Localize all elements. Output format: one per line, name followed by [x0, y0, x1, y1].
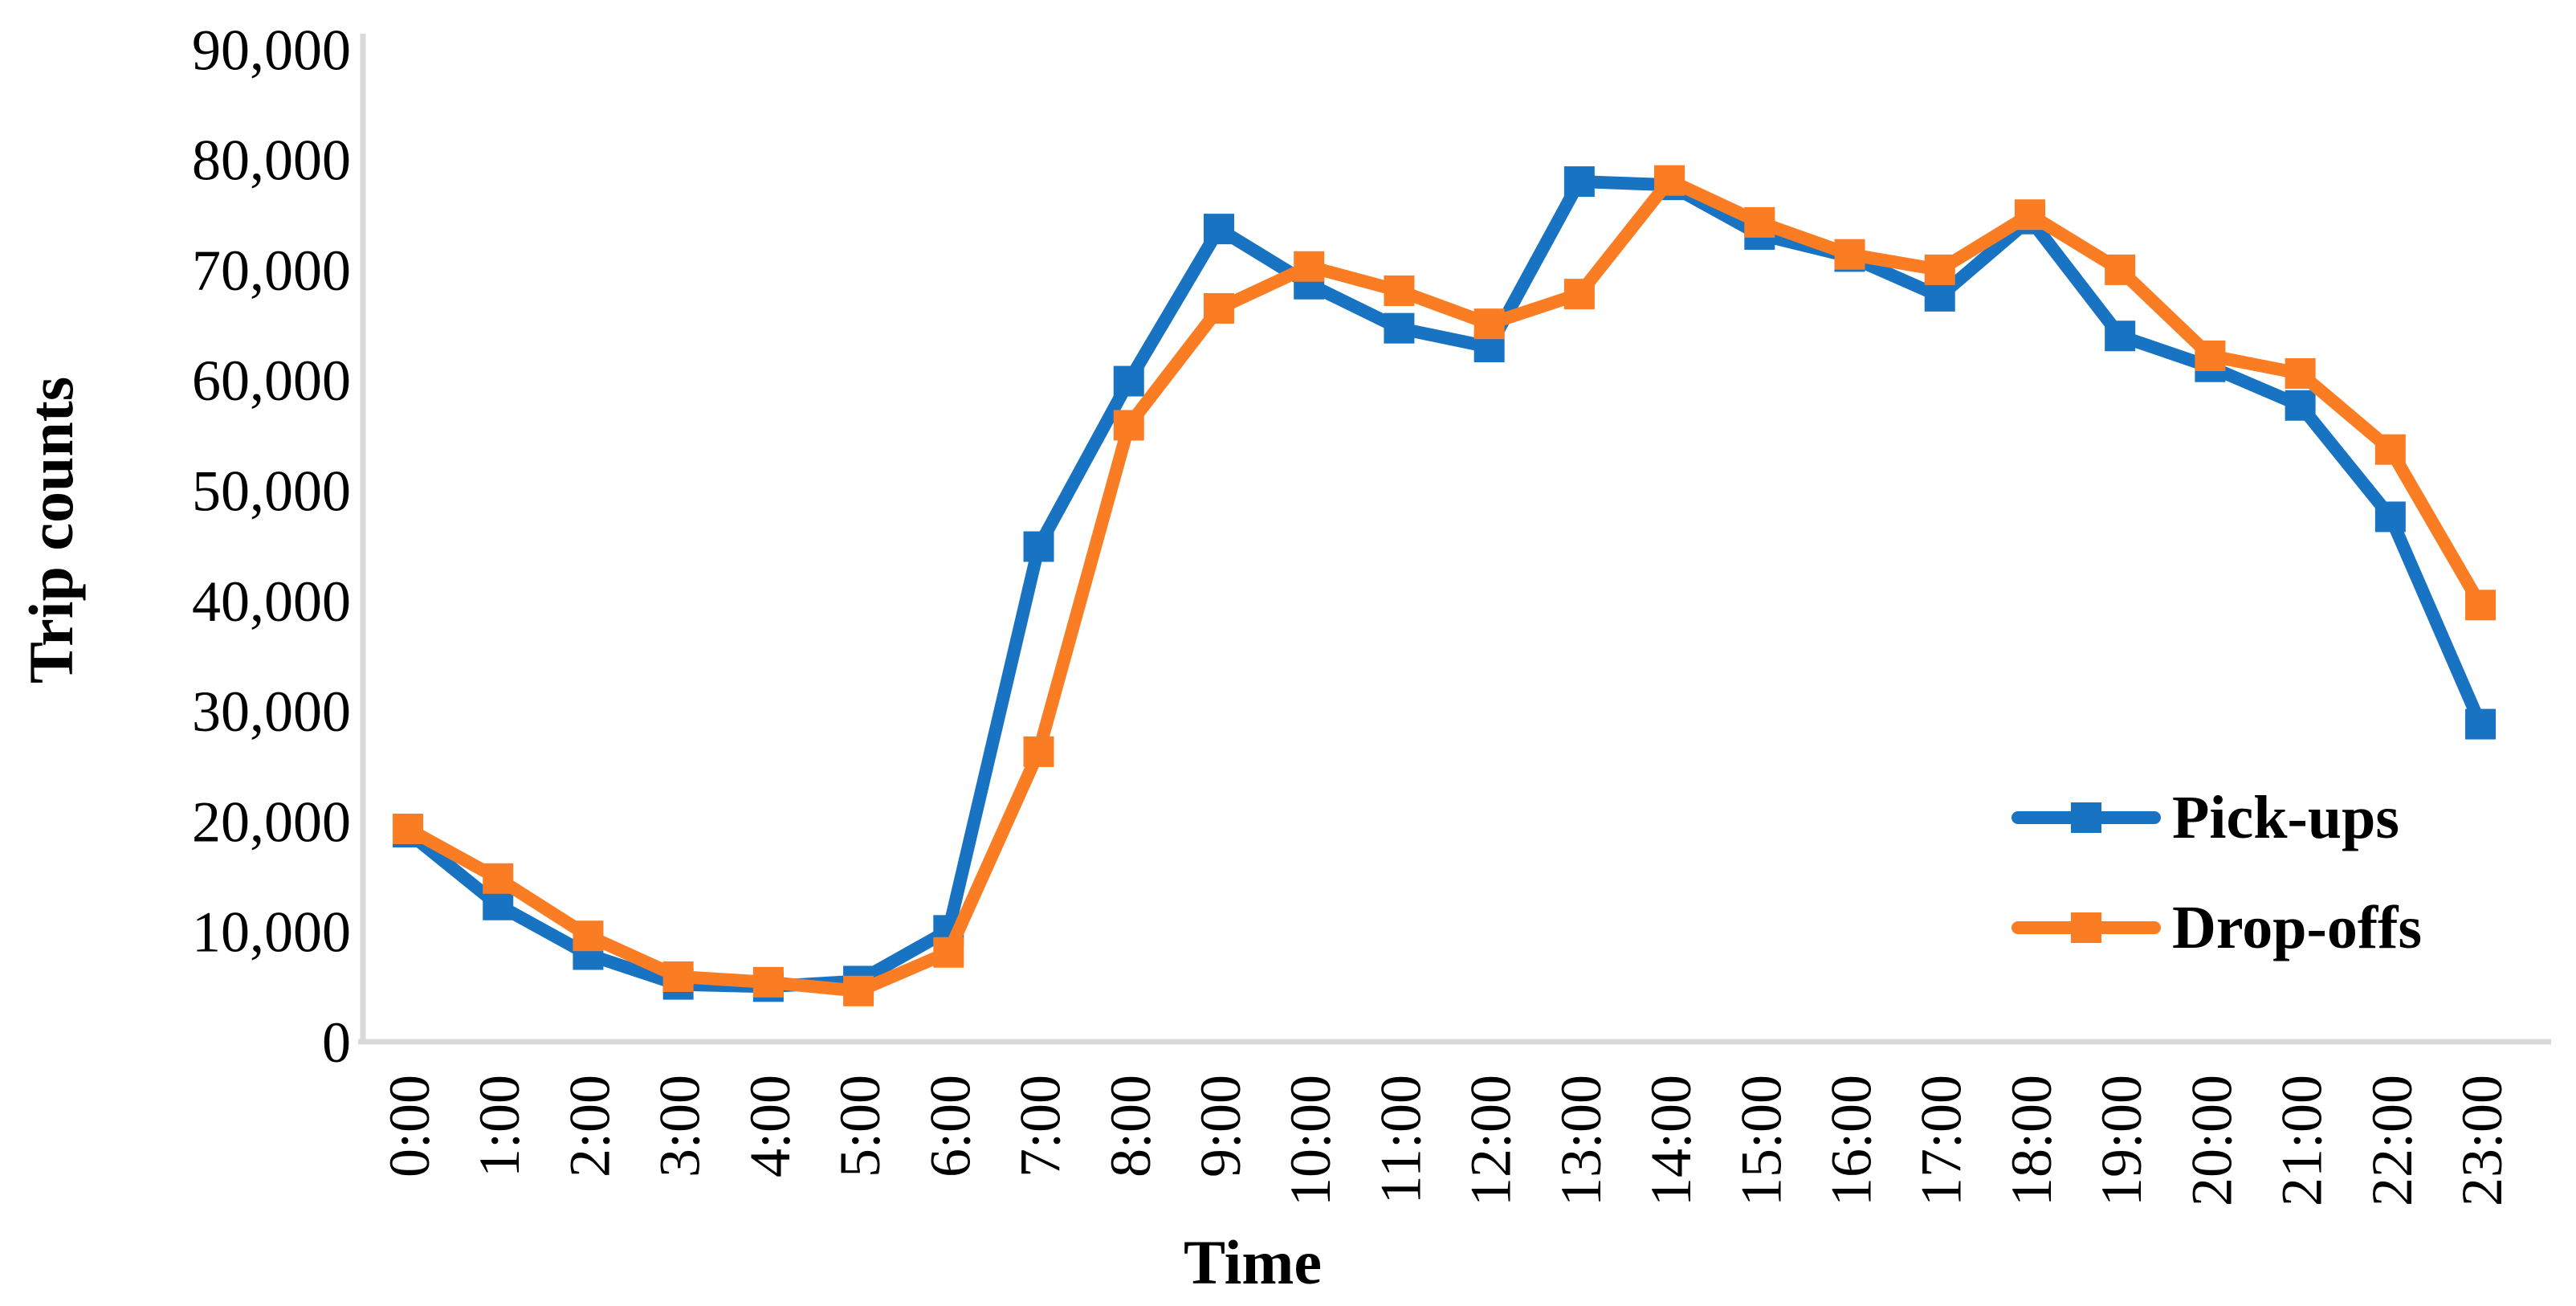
y-axis-title: Trip counts	[16, 376, 86, 684]
x-tick-label: 23:00	[2450, 1075, 2514, 1206]
data-point-drop-offs-4:00	[752, 966, 784, 998]
x-tick-label: 6:00	[918, 1075, 982, 1177]
data-point-drop-offs-0:00	[393, 814, 423, 845]
data-point-drop-offs-9:00	[1203, 292, 1234, 324]
legend: Pick-ups Drop-offs	[2011, 773, 2422, 993]
y-tick-label: 60,000	[192, 349, 351, 413]
y-tick-label: 80,000	[192, 129, 351, 193]
data-point-drop-offs-21:00	[2285, 357, 2316, 389]
data-point-drop-offs-23:00	[2465, 590, 2497, 621]
legend-square-marker-icon	[2071, 912, 2101, 943]
data-point-drop-offs-10:00	[1294, 251, 1325, 282]
x-tick-label: 5:00	[828, 1075, 892, 1177]
data-point-drop-offs-14:00	[1654, 165, 1685, 196]
drop-offs-line-marker-icon	[2011, 912, 2161, 943]
x-tick-label: 18:00	[1999, 1075, 2064, 1206]
legend-label-pick-ups: Pick-ups	[2172, 783, 2399, 851]
x-tick-label: 0:00	[377, 1075, 442, 1177]
data-point-pick-ups-7:00	[1023, 531, 1054, 562]
data-point-drop-offs-19:00	[2105, 254, 2136, 285]
data-point-pick-ups-23:00	[2465, 708, 2497, 740]
data-point-pick-ups-17:00	[1924, 280, 1955, 312]
x-tick-label: 17:00	[1910, 1075, 1974, 1206]
data-point-pick-ups-1:00	[483, 889, 514, 920]
data-point-pick-ups-11:00	[1384, 312, 1415, 344]
x-tick-label: 22:00	[2360, 1075, 2424, 1206]
x-tick-label: 3:00	[648, 1075, 712, 1177]
x-tick-label: 21:00	[2270, 1075, 2334, 1206]
data-point-drop-offs-7:00	[1023, 736, 1054, 767]
data-point-drop-offs-5:00	[843, 975, 874, 1006]
y-tick-label: 10,000	[192, 900, 351, 965]
x-tick-label: 15:00	[1729, 1075, 1793, 1206]
y-tick-label: 50,000	[192, 459, 351, 524]
data-point-drop-offs-20:00	[2195, 340, 2226, 371]
y-tick-label: 20,000	[192, 790, 351, 854]
x-tick-label: 4:00	[738, 1075, 802, 1177]
x-tick-label: 8:00	[1098, 1075, 1163, 1177]
x-axis-title: Time	[1184, 1227, 1322, 1297]
legend-item-pick-ups: Pick-ups	[2011, 773, 2422, 863]
x-tick-label: 20:00	[2179, 1075, 2244, 1206]
data-point-drop-offs-11:00	[1384, 275, 1415, 306]
x-tick-label: 11:00	[1368, 1075, 1433, 1204]
data-point-pick-ups-21:00	[2285, 390, 2316, 421]
data-point-drop-offs-2:00	[573, 920, 604, 952]
x-tick-label: 1:00	[467, 1075, 532, 1177]
data-point-drop-offs-12:00	[1473, 308, 1505, 340]
x-tick-label: 10:00	[1278, 1075, 1343, 1206]
data-point-drop-offs-6:00	[933, 937, 964, 968]
pick-ups-line-marker-icon	[2011, 802, 2161, 833]
y-tick-label: 70,000	[192, 239, 351, 303]
x-tick-label: 7:00	[1009, 1075, 1073, 1177]
data-point-drop-offs-15:00	[1744, 206, 1775, 238]
legend-item-drop-offs: Drop-offs	[2011, 883, 2422, 973]
x-tick-label: 19:00	[2089, 1075, 2154, 1206]
data-point-drop-offs-3:00	[662, 961, 694, 992]
data-point-pick-ups-19:00	[2105, 320, 2136, 352]
data-point-drop-offs-13:00	[1563, 279, 1595, 310]
y-tick-label: 40,000	[192, 569, 351, 634]
data-point-drop-offs-22:00	[2374, 434, 2406, 465]
data-point-drop-offs-8:00	[1113, 410, 1144, 441]
x-tick-label: 16:00	[1820, 1075, 1884, 1206]
data-point-pick-ups-13:00	[1563, 166, 1595, 198]
y-tick-label: 0	[322, 1010, 351, 1075]
y-tick-label: 30,000	[192, 680, 351, 744]
data-point-drop-offs-18:00	[2014, 199, 2045, 231]
legend-label-drop-offs: Drop-offs	[2172, 893, 2423, 961]
data-point-pick-ups-9:00	[1203, 214, 1234, 245]
x-tick-label: 9:00	[1188, 1075, 1253, 1177]
x-tick-label: 2:00	[557, 1075, 622, 1177]
y-tick-label: 90,000	[192, 18, 351, 82]
x-tick-label: 13:00	[1549, 1075, 1613, 1206]
x-tick-label: 14:00	[1639, 1075, 1703, 1206]
x-tick-label: 12:00	[1459, 1075, 1523, 1206]
legend-square-marker-icon	[2071, 802, 2101, 833]
data-point-pick-ups-22:00	[2374, 501, 2406, 533]
data-point-drop-offs-1:00	[483, 863, 514, 894]
data-point-drop-offs-17:00	[1924, 254, 1955, 285]
data-point-drop-offs-16:00	[1834, 239, 1865, 270]
data-point-pick-ups-8:00	[1113, 365, 1144, 397]
